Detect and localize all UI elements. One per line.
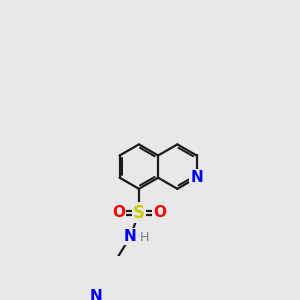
Text: O: O bbox=[112, 205, 125, 220]
Text: N: N bbox=[90, 289, 103, 300]
Text: N: N bbox=[190, 170, 203, 185]
Text: O: O bbox=[153, 205, 166, 220]
Text: N: N bbox=[124, 229, 137, 244]
Text: S: S bbox=[133, 204, 145, 222]
Text: H: H bbox=[140, 231, 149, 244]
